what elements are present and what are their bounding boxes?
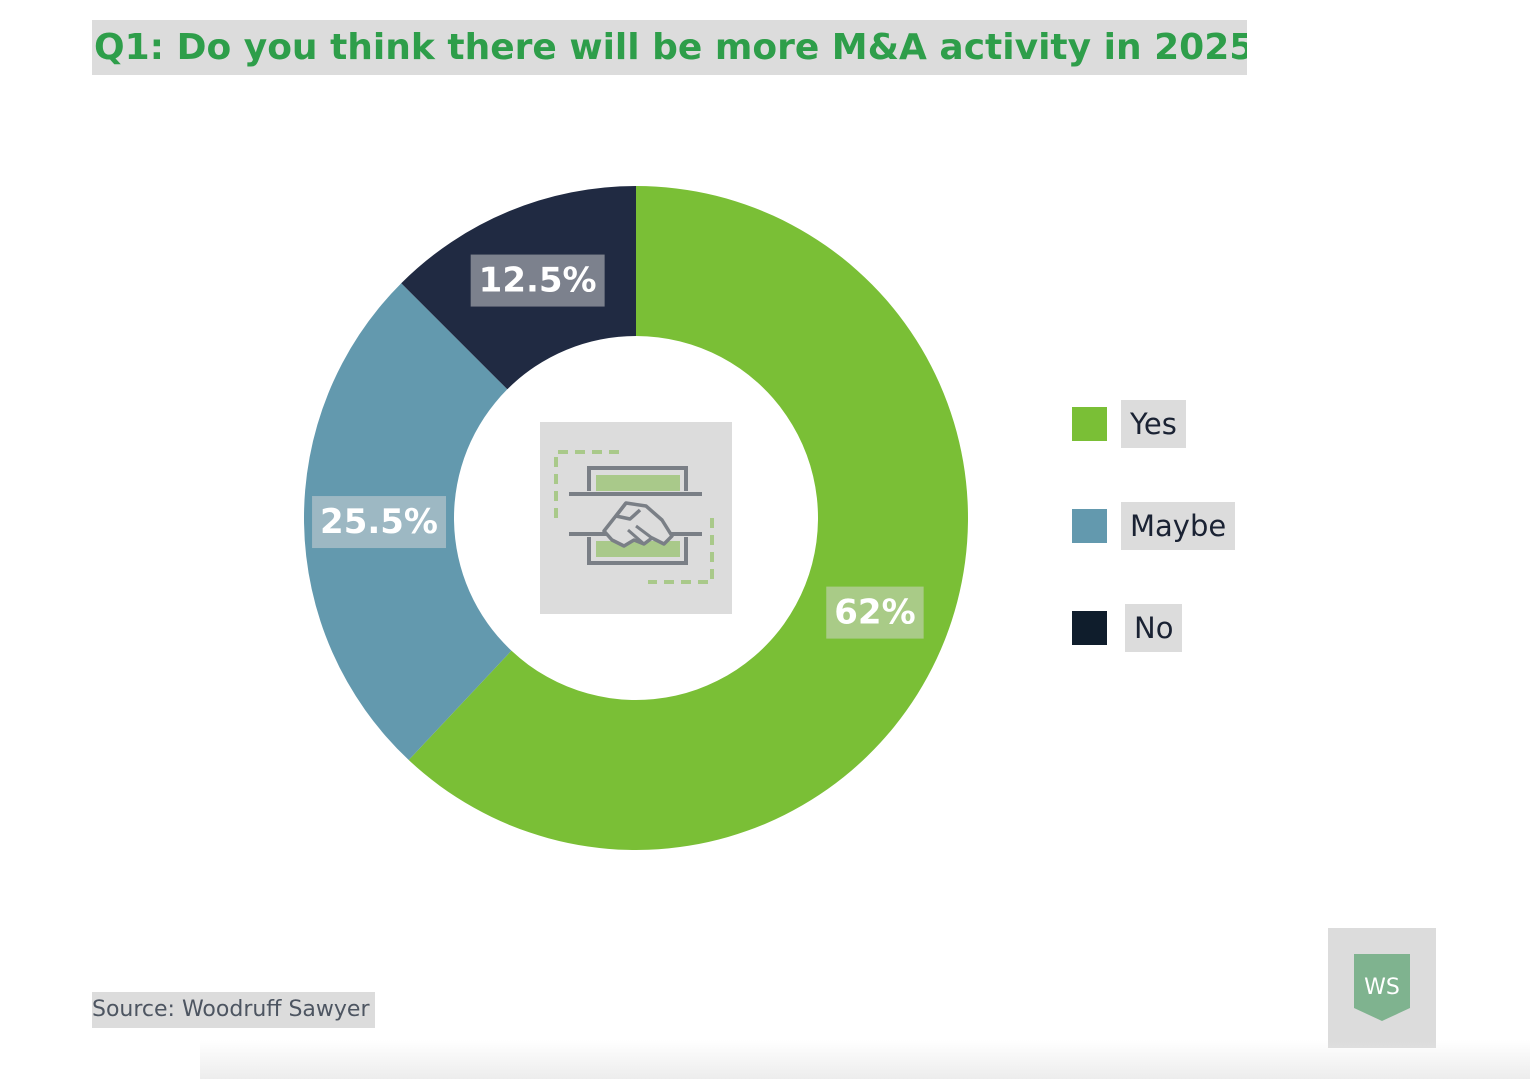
legend-label-no: No	[1125, 604, 1183, 652]
legend-item-no: No	[1072, 604, 1183, 652]
data-label-no: 12.5%	[470, 254, 605, 307]
brand-logo: WS	[1328, 928, 1436, 1048]
slice-yes	[408, 186, 969, 850]
data-label-bg-yes	[826, 586, 924, 639]
legend-swatch-yes	[1072, 407, 1107, 441]
legend-item-yes: Yes	[1072, 400, 1186, 448]
slice-labels: 62% 25.5% 12.5%	[312, 254, 924, 639]
data-label-maybe: 25.5%	[312, 496, 447, 549]
legend-swatch-maybe	[1072, 509, 1107, 543]
legend-label-maybe: Maybe	[1121, 502, 1236, 550]
chart-title: Q1: Do you think there will be more M&A …	[92, 20, 1247, 75]
handshake-icon	[540, 422, 732, 614]
legend-label-yes: Yes	[1121, 400, 1186, 448]
legend-swatch-no	[1072, 611, 1107, 645]
data-label-text-yes: 62%	[834, 593, 915, 633]
logo-text: WS	[1364, 975, 1400, 1000]
shield-logo-icon: WS	[1354, 954, 1410, 1021]
data-label-bg-no	[470, 254, 605, 307]
legend-item-maybe: Maybe	[1072, 502, 1236, 550]
source-note: Source: Woodruff Sawyer	[92, 992, 375, 1028]
data-label-yes: 62%	[826, 586, 924, 639]
data-label-text-maybe: 25.5%	[320, 502, 438, 542]
bottom-shade	[200, 1040, 1530, 1079]
data-label-bg-maybe	[312, 496, 447, 549]
data-label-text-no: 12.5%	[479, 261, 597, 301]
